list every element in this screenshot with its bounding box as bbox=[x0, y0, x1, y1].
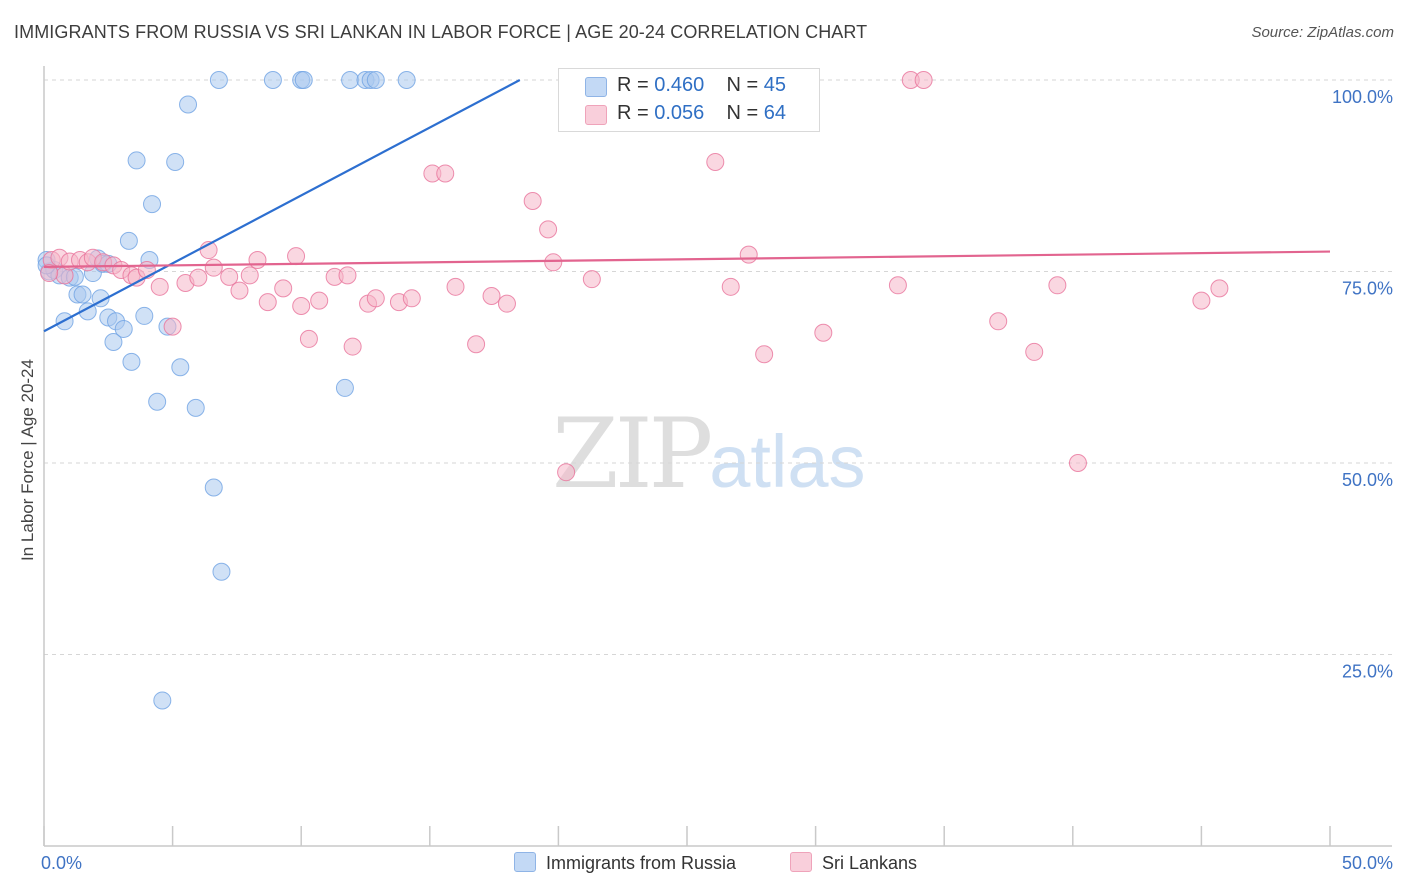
point-srilanka bbox=[446, 277, 465, 296]
point-srilanka bbox=[436, 164, 455, 183]
point-srilanka bbox=[706, 152, 725, 171]
point-russia bbox=[204, 478, 223, 497]
point-srilanka bbox=[40, 264, 59, 283]
watermark-atlas: atlas bbox=[709, 420, 866, 503]
legend-text-srilanka: R = 0.056 N = 64 bbox=[617, 102, 787, 124]
source-credit: Source: ZipAtlas.com bbox=[1251, 24, 1394, 41]
point-srilanka bbox=[1048, 276, 1067, 295]
point-srilanka bbox=[310, 291, 329, 310]
point-srilanka bbox=[204, 258, 223, 277]
point-srilanka bbox=[497, 294, 516, 313]
point-russia bbox=[104, 332, 123, 351]
point-russia bbox=[335, 378, 354, 397]
point-srilanka bbox=[582, 270, 601, 289]
point-srilanka bbox=[557, 463, 576, 482]
trend-line-russia bbox=[43, 79, 521, 333]
x-tick-label: 0.0% bbox=[41, 853, 82, 873]
point-srilanka bbox=[163, 317, 182, 336]
point-russia bbox=[171, 358, 190, 377]
axes bbox=[43, 66, 1392, 847]
point-srilanka bbox=[523, 192, 542, 211]
point-srilanka bbox=[258, 293, 277, 312]
point-srilanka bbox=[274, 279, 293, 298]
watermark-zip: ZIP bbox=[552, 398, 713, 510]
legend-swatch-srilanka bbox=[585, 105, 607, 125]
point-srilanka bbox=[338, 266, 357, 285]
y-tick-label: 25.0% bbox=[1342, 662, 1393, 682]
point-srilanka bbox=[888, 276, 907, 295]
point-srilanka bbox=[1192, 291, 1211, 310]
point-srilanka bbox=[230, 281, 249, 300]
point-srilanka bbox=[1068, 454, 1087, 472]
point-russia bbox=[366, 71, 385, 89]
chart-title: IMMIGRANTS FROM RUSSIA VS SRI LANKAN IN … bbox=[14, 22, 868, 42]
point-russia bbox=[114, 319, 133, 338]
bottom-legend-label-russia: Immigrants from Russia bbox=[546, 853, 737, 873]
point-russia bbox=[148, 392, 167, 411]
point-russia bbox=[153, 691, 172, 710]
point-russia bbox=[186, 398, 205, 417]
bottom-legend-russia: Immigrants from Russia bbox=[514, 852, 736, 874]
point-srilanka bbox=[1210, 279, 1229, 298]
watermark: ZIPatlas bbox=[552, 398, 866, 510]
point-srilanka bbox=[292, 296, 311, 315]
point-srilanka bbox=[343, 337, 362, 356]
trend-lines bbox=[43, 79, 1331, 333]
y-tick-label: 75.0% bbox=[1342, 279, 1393, 299]
tick-labels: 25.0% 50.0% 75.0% 100.0% 0.0% 50.0% bbox=[41, 87, 1393, 873]
point-srilanka bbox=[220, 267, 239, 286]
point-srilanka bbox=[989, 312, 1008, 331]
point-russia bbox=[166, 152, 185, 171]
point-russia bbox=[294, 71, 313, 89]
legend-text-russia: R = 0.460 N = 45 bbox=[617, 74, 787, 96]
bottom-legend-label-srilanka: Sri Lankans bbox=[822, 853, 918, 873]
legend-swatch-russia bbox=[585, 77, 607, 97]
point-srilanka bbox=[248, 251, 267, 270]
point-srilanka bbox=[299, 329, 318, 348]
point-russia bbox=[119, 231, 138, 250]
point-russia bbox=[127, 151, 146, 170]
point-russia bbox=[122, 352, 141, 371]
series-russia-points bbox=[37, 71, 416, 710]
point-russia bbox=[143, 195, 162, 214]
trend-line-srilanka bbox=[43, 250, 1331, 269]
point-russia bbox=[209, 71, 228, 89]
point-russia bbox=[135, 306, 154, 325]
point-srilanka bbox=[914, 71, 933, 89]
point-srilanka bbox=[287, 247, 306, 266]
point-srilanka bbox=[467, 335, 486, 354]
point-russia bbox=[212, 562, 231, 581]
point-russia bbox=[263, 71, 282, 89]
point-srilanka bbox=[402, 289, 421, 308]
stats-legend: R = 0.460 N = 45 R = 0.056 N = 64 bbox=[558, 68, 820, 132]
point-russia bbox=[179, 95, 198, 114]
point-srilanka bbox=[150, 277, 169, 296]
point-srilanka bbox=[539, 220, 558, 239]
point-srilanka bbox=[366, 289, 385, 308]
bottom-legend-srilanka: Sri Lankans bbox=[790, 852, 917, 874]
point-srilanka bbox=[814, 323, 833, 342]
bottom-legend-swatch-srilanka bbox=[790, 852, 812, 872]
point-srilanka bbox=[755, 345, 774, 364]
point-russia bbox=[73, 285, 92, 304]
series-srilanka-points bbox=[40, 71, 1229, 482]
x-tick-label: 50.0% bbox=[1342, 853, 1393, 873]
point-srilanka bbox=[240, 266, 259, 285]
point-srilanka bbox=[739, 245, 758, 264]
point-srilanka bbox=[482, 287, 501, 306]
point-russia bbox=[341, 71, 360, 89]
point-russia bbox=[397, 71, 416, 89]
point-srilanka bbox=[544, 253, 563, 272]
y-tick-label: 100.0% bbox=[1332, 87, 1393, 107]
point-srilanka bbox=[1025, 342, 1044, 361]
y-tick-label: 50.0% bbox=[1342, 470, 1393, 490]
point-srilanka bbox=[721, 277, 740, 296]
point-srilanka bbox=[189, 268, 208, 287]
bottom-legend-swatch-russia bbox=[514, 852, 536, 872]
